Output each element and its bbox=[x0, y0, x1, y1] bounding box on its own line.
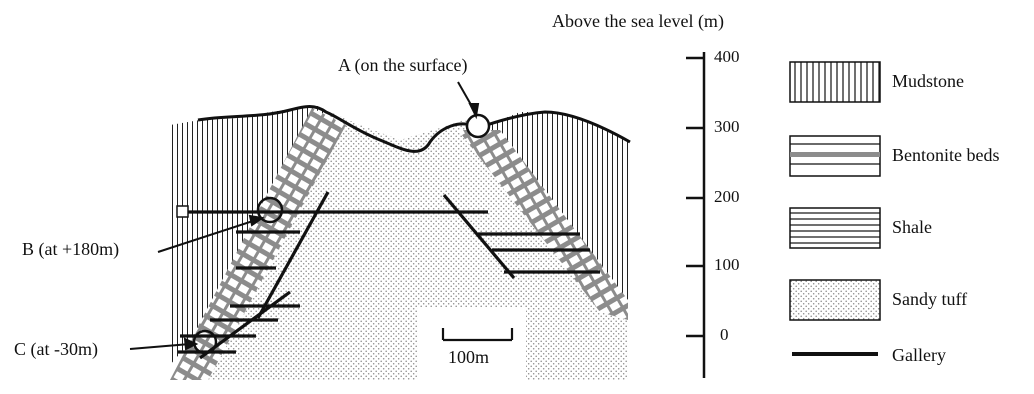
legend-label-gallery: Gallery bbox=[892, 345, 946, 365]
elevation-tick-0: 0 bbox=[720, 325, 729, 344]
legend-swatch-mudstone bbox=[789, 61, 881, 103]
legend-swatch-sandy-tuff bbox=[789, 279, 881, 321]
gallery-right bbox=[442, 193, 600, 280]
point-a-marker bbox=[465, 113, 491, 139]
legend-swatch-shale bbox=[789, 207, 881, 249]
label-point-b: B (at +180m) bbox=[22, 239, 120, 259]
elevation-tick-100: 100 bbox=[714, 255, 740, 274]
label-scale-bar: 100m bbox=[448, 347, 490, 367]
legend-label-shale: Shale bbox=[892, 217, 932, 237]
legend-swatch-bentonite bbox=[789, 135, 881, 177]
bentonite-band-left bbox=[170, 108, 346, 380]
point-b-marker bbox=[256, 196, 284, 224]
gallery-entrance-square bbox=[176, 205, 189, 218]
label-point-c: C (at -30m) bbox=[14, 339, 98, 359]
label-point-a: A (on the surface) bbox=[338, 55, 468, 75]
elevation-tick-300: 300 bbox=[714, 117, 740, 136]
ground-surface-line bbox=[197, 105, 631, 153]
legend-label-sandy-tuff: Sandy tuff bbox=[892, 289, 968, 309]
legend-label-bentonite: Bentonite beds bbox=[892, 145, 1000, 165]
elevation-tick-200: 200 bbox=[714, 187, 740, 206]
scale-bar bbox=[441, 328, 514, 342]
legend-label-mudstone: Mudstone bbox=[892, 71, 964, 91]
elevation-tick-400: 400 bbox=[714, 47, 740, 66]
elevation-axis bbox=[686, 52, 706, 378]
leader-arrows bbox=[129, 81, 480, 351]
scale-bar-box bbox=[418, 308, 526, 382]
elevation-axis-title: Above the sea level (m) bbox=[552, 11, 724, 31]
